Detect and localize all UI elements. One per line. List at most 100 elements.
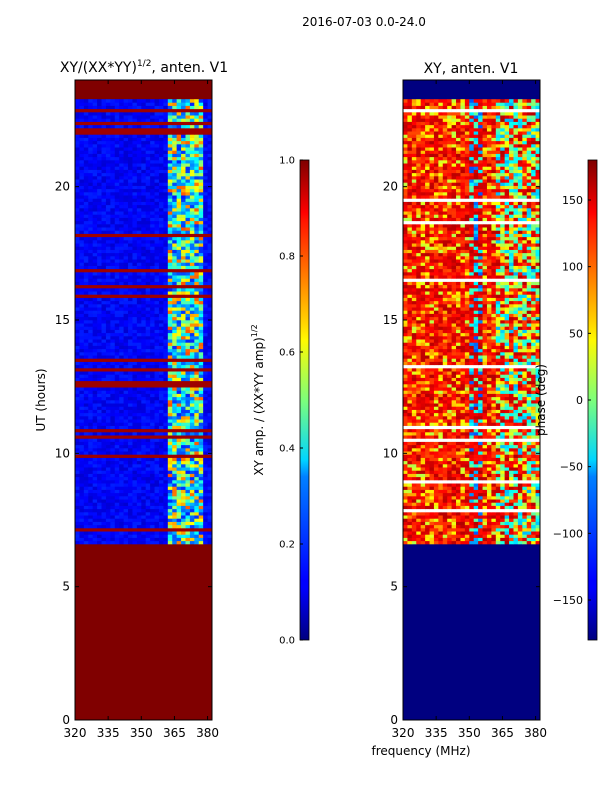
heatmap-cell	[172, 147, 177, 151]
heatmap-cell	[181, 112, 186, 116]
heatmap-cell	[102, 464, 107, 468]
heatmap-cell	[119, 531, 124, 535]
heatmap-cell	[75, 397, 80, 401]
heatmap-cell	[84, 195, 89, 199]
heatmap-cell	[199, 259, 204, 263]
heatmap-cell	[141, 381, 146, 385]
heatmap-cell	[531, 480, 536, 484]
heatmap-cell	[159, 458, 164, 462]
heatmap-cell	[119, 221, 124, 225]
heatmap-cell	[110, 534, 115, 538]
heatmap-cell	[88, 515, 93, 519]
heatmap-cell	[119, 496, 124, 500]
heatmap-cell	[75, 304, 80, 308]
heatmap-cell	[102, 253, 107, 256]
heatmap-cell	[132, 310, 137, 314]
heatmap-cell	[172, 138, 177, 142]
heatmap-cell	[115, 496, 120, 500]
heatmap-cell	[163, 490, 168, 494]
heatmap-cell	[425, 512, 430, 516]
heatmap-cell	[527, 493, 532, 497]
heatmap-cell	[132, 262, 137, 266]
heatmap-cell	[199, 99, 204, 103]
heatmap-cell	[172, 166, 177, 170]
heatmap-cell	[181, 362, 186, 366]
heatmap-cell	[115, 266, 120, 270]
heatmap-cell	[84, 134, 89, 138]
heatmap-cell	[163, 413, 168, 417]
heatmap-cell	[509, 502, 514, 506]
heatmap-cell	[190, 173, 195, 177]
heatmap-cell	[168, 355, 173, 359]
heatmap-cell	[199, 189, 204, 193]
heatmap-cell	[177, 317, 182, 321]
heatmap-cell	[150, 266, 155, 270]
heatmap-cell	[102, 330, 107, 334]
heatmap-cell	[531, 496, 536, 500]
heatmap-cell	[141, 374, 146, 378]
heatmap-cell	[119, 291, 124, 295]
heatmap-cell	[172, 374, 177, 378]
heatmap-cell	[110, 454, 115, 458]
heatmap-cell	[115, 214, 120, 218]
heatmap-cell	[137, 486, 142, 490]
heatmap-cell	[172, 282, 177, 286]
heatmap-cell	[106, 323, 111, 327]
heatmap-cell	[75, 291, 80, 295]
heatmap-cell	[425, 477, 430, 481]
heatmap-cell	[97, 486, 102, 490]
heatmap-cell	[97, 522, 102, 526]
heatmap-cell	[84, 406, 89, 410]
heatmap-cell	[185, 170, 190, 174]
heatmap-cell	[124, 397, 129, 401]
heatmap-cell	[159, 330, 164, 334]
heatmap-cell	[460, 515, 465, 519]
heatmap-cell	[194, 438, 199, 442]
heatmap-cell	[430, 499, 435, 503]
heatmap-cell	[137, 435, 142, 439]
heatmap-cell	[106, 413, 111, 417]
heatmap-cell	[128, 512, 133, 516]
heatmap-cell	[115, 262, 120, 266]
heatmap-cell	[150, 118, 155, 122]
heatmap-cell	[168, 534, 173, 538]
heatmap-cell	[110, 122, 115, 126]
heatmap-cell	[106, 109, 111, 113]
heatmap-cell	[79, 298, 84, 302]
heatmap-cell	[110, 390, 115, 394]
heatmap-cell	[132, 182, 137, 186]
heatmap-cell	[84, 253, 89, 256]
heatmap-cell	[141, 112, 146, 116]
heatmap-cell	[199, 275, 204, 279]
heatmap-cell	[203, 234, 208, 238]
heatmap-cell	[106, 189, 111, 193]
heatmap-cell	[159, 314, 164, 318]
heatmap-cell	[181, 192, 186, 196]
heatmap-cell	[185, 355, 190, 359]
heatmap-cell	[194, 432, 199, 436]
heatmap-cell	[185, 474, 190, 478]
heatmap-cell	[146, 512, 151, 516]
heatmap-cell	[88, 106, 93, 110]
heatmap-cell	[163, 538, 168, 542]
heatmap-cell	[75, 243, 80, 247]
heatmap-cell	[106, 384, 111, 388]
heatmap-cell	[199, 330, 204, 334]
heatmap-cell	[93, 362, 98, 366]
heatmap-cell	[128, 422, 133, 426]
heatmap-cell	[102, 365, 107, 369]
heatmap-cell	[412, 541, 417, 545]
heatmap-cell	[93, 461, 98, 465]
heatmap-cell	[84, 400, 89, 404]
heatmap-cell	[181, 358, 186, 362]
heatmap-cell	[513, 512, 518, 516]
heatmap-cell	[199, 173, 204, 177]
heatmap-cell	[190, 147, 195, 151]
heatmap-cell	[106, 352, 111, 356]
heatmap-cell	[456, 509, 461, 513]
heatmap-cell	[79, 234, 84, 238]
heatmap-cell	[185, 368, 190, 372]
colorbar-tick-label: 0.6	[279, 348, 295, 359]
heatmap-cell	[159, 131, 164, 135]
heatmap-cell	[128, 470, 133, 474]
